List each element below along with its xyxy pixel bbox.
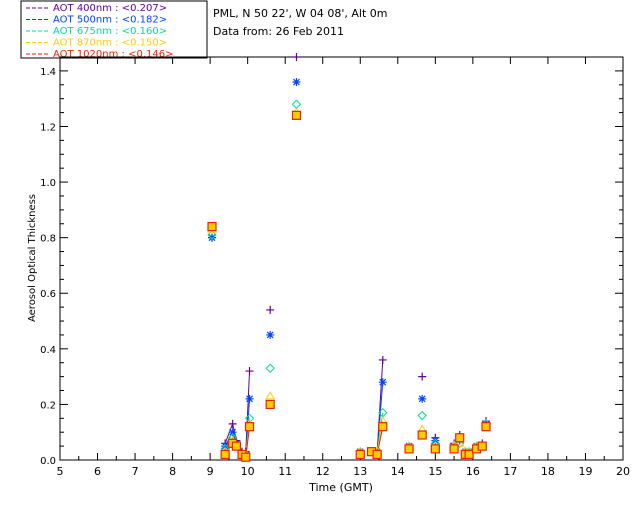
x-tick-label: 13 xyxy=(353,465,367,478)
data-point xyxy=(291,99,302,109)
x-axis-label: Time (GMT) xyxy=(308,481,373,494)
data-point xyxy=(241,452,251,462)
x-tick-label: 5 xyxy=(57,465,64,478)
data-point xyxy=(208,233,217,242)
x-tick-label: 14 xyxy=(391,465,405,478)
legend-entry: AOT 400nm : <0.207> xyxy=(53,3,167,14)
y-tick-label: 1.0 xyxy=(40,178,56,189)
data-point xyxy=(378,355,387,364)
y-tick-label: 0.8 xyxy=(40,234,56,245)
chart-title-block: PML, N 50 22', W 04 08', Alt 0m Data fro… xyxy=(213,7,387,38)
data-point xyxy=(244,422,255,432)
data-point xyxy=(266,330,275,339)
data-point xyxy=(228,419,237,428)
x-tick-label: 12 xyxy=(316,465,330,478)
data-point xyxy=(430,444,440,454)
data-point xyxy=(418,394,427,403)
data-point xyxy=(207,230,217,240)
data-markers xyxy=(207,53,491,462)
legend: AOT 400nm : <0.207>AOT 500nm : <0.182>AO… xyxy=(20,0,208,60)
x-tick-label: 15 xyxy=(428,465,442,478)
y-tick-label: 0.4 xyxy=(40,345,56,356)
data-point xyxy=(221,442,230,451)
legend-entry: AOT 1020nm : <0.146> xyxy=(53,49,173,60)
x-tick-label: 17 xyxy=(503,465,517,478)
x-tick-label: 11 xyxy=(278,465,292,478)
data-point xyxy=(418,372,427,381)
y-tick-label: 0.2 xyxy=(40,400,56,411)
data-point xyxy=(220,449,230,460)
chart-title-date: Data from: 26 Feb 2011 xyxy=(213,25,344,38)
legend-entry: AOT 675nm : <0.160> xyxy=(53,26,167,37)
data-point xyxy=(207,221,217,232)
y-axis-label: Aerosol Optical Thickness xyxy=(27,194,38,322)
data-point xyxy=(449,444,459,454)
data-point xyxy=(265,391,276,400)
chart-title-location: PML, N 50 22', W 04 08', Alt 0m xyxy=(213,7,387,20)
x-tick-label: 16 xyxy=(466,465,480,478)
data-point xyxy=(355,449,365,460)
data-point xyxy=(372,449,382,460)
y-tick-label: 1.4 xyxy=(40,67,56,78)
data-point xyxy=(265,399,275,410)
data-point xyxy=(228,428,237,437)
x-tick-label: 6 xyxy=(94,465,101,478)
data-point xyxy=(417,430,427,440)
data-point xyxy=(404,444,414,454)
x-tick-label: 8 xyxy=(169,465,176,478)
x-tick-label: 7 xyxy=(132,465,139,478)
y-tick-label: 0.0 xyxy=(40,456,56,467)
data-point xyxy=(245,394,254,403)
legend-box xyxy=(20,0,208,59)
data-point xyxy=(292,53,301,61)
data-point xyxy=(265,363,275,373)
y-tick-label: 0.6 xyxy=(40,289,56,300)
data-point xyxy=(231,441,242,451)
x-tick-label: 9 xyxy=(207,465,214,478)
x-tick-label: 10 xyxy=(241,465,255,478)
data-point xyxy=(292,78,301,87)
data-point xyxy=(378,422,388,432)
data-point xyxy=(245,367,254,376)
data-point xyxy=(455,433,465,443)
y-axis: 0.0 0.2 0.4 0.6 0.8 1.0 1.2 1.4 xyxy=(40,67,623,467)
connected-series-lines xyxy=(224,359,384,459)
data-point xyxy=(481,422,491,432)
legend-entry: AOT 870nm : <0.150> xyxy=(53,38,167,49)
x-tick-label: 20 xyxy=(616,465,630,478)
x-tick-label: 18 xyxy=(541,465,555,478)
data-point xyxy=(477,441,487,451)
data-point xyxy=(431,436,440,445)
x-tick-label: 19 xyxy=(578,465,592,478)
data-point xyxy=(464,449,474,460)
plot-frame xyxy=(59,56,624,461)
data-point xyxy=(266,305,275,314)
legend-entry: AOT 500nm : <0.182> xyxy=(53,15,167,26)
y-tick-label: 1.2 xyxy=(40,122,56,133)
x-axis: 5 6 7 8 9 10 11 12 13 14 15 16 17 18 19 20 xyxy=(57,57,630,478)
data-point xyxy=(454,438,465,447)
data-point xyxy=(378,378,387,387)
data-point xyxy=(417,410,427,421)
data-point xyxy=(291,110,302,120)
